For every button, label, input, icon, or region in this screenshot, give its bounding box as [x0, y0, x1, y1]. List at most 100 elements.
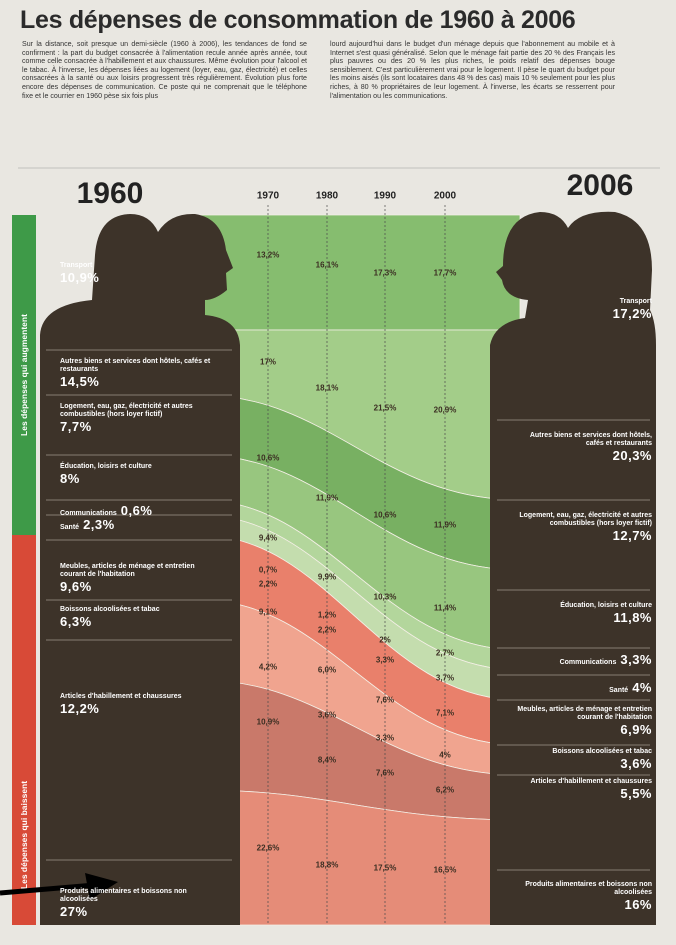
value-1980: 2,2% [317, 625, 337, 635]
category-label-2006: Articles d'habillement et chaussures 5,5% [512, 778, 653, 801]
label-text: Articles d'habillement et chaussures [530, 778, 653, 785]
arrow-head [85, 873, 118, 900]
value-2006: 11,8% [613, 610, 652, 625]
category-label-1960: Éducation, loisirs et culture 8% [60, 463, 220, 486]
value-2000: 4% [439, 750, 451, 760]
value-1980: 8,4% [317, 755, 337, 765]
value-1980: 1,2% [317, 610, 337, 620]
value-1960: 7,7% [60, 419, 92, 434]
value-2006: 3,6% [620, 756, 652, 771]
value-1970: 10,9% [256, 717, 280, 727]
category-label-1960: Communications 0,6% [60, 503, 220, 518]
value-2000: 20,9% [433, 405, 457, 415]
label-text: Produits alimentaires et boissons non al… [525, 881, 652, 896]
category-label-2006: Autres biens et services dont hôtels, ca… [512, 432, 652, 463]
label-text: Logement, eau, gaz, électricité et autre… [519, 512, 652, 527]
label-text: Communications [60, 510, 117, 517]
intro-column: Sur la distance, soit presque un demi-si… [22, 40, 307, 100]
label-text: Éducation, loisirs et culture [60, 463, 152, 470]
label-text: Articles d'habillement et chaussures [60, 693, 182, 700]
label-text: Boissons alcoolisées et tabac [60, 606, 160, 613]
label-text: Communications [559, 659, 617, 666]
label-text: Autres biens et services dont hôtels, ca… [529, 432, 652, 447]
category-label-2006: Produits alimentaires et boissons non al… [512, 881, 652, 912]
value-1990: 7,6% [375, 695, 395, 705]
value-2006: 17,2% [612, 306, 652, 321]
value-2000: 3,7% [435, 673, 455, 683]
value-1980: 11,9% [315, 493, 339, 503]
value-1970: 2,2% [258, 579, 278, 589]
category-label-1960: Meubles, articles de ménage et entretien… [60, 563, 220, 594]
label-text: Transport [619, 298, 652, 305]
value-1990: 17,5% [373, 863, 397, 873]
category-label-2006: Communications 3,3% [512, 652, 652, 667]
label-text: Transport [60, 262, 93, 269]
category-label-1960: Articles d'habillement et chaussures 12,2… [60, 693, 220, 716]
value-2006: 4% [632, 680, 652, 695]
value-1980: 16,1% [315, 260, 339, 270]
value-2006: 20,3% [612, 448, 652, 463]
value-2006: 12,7% [612, 528, 652, 543]
value-1980: 6,0% [317, 665, 337, 675]
label-text: Santé [609, 687, 629, 694]
value-1960: 27% [60, 904, 88, 919]
label-text: Produits alimentaires et boissons non al… [60, 888, 187, 903]
intro-column: lourd aujourd'hui dans le budget d'un mé… [330, 40, 615, 100]
category-label-2006: Transport 17,2% [590, 298, 652, 321]
year-label: 2000 [433, 190, 457, 202]
value-1960: 10,9% [60, 270, 100, 285]
value-1990: 7,6% [375, 768, 395, 778]
value-1970: 10,6% [256, 453, 280, 463]
value-1990: 2% [379, 635, 391, 645]
arrow-shaft [0, 882, 96, 896]
value-1960: 9,6% [60, 579, 92, 594]
value-1990: 10,3% [373, 592, 397, 602]
value-2006: 6,9% [620, 722, 652, 737]
year-label: 2006 [566, 169, 634, 202]
value-1990: 3,3% [375, 655, 395, 665]
title: Les dépenses de consommation de 1960 à 2… [20, 6, 576, 34]
flow-band [199, 214, 521, 331]
value-1960: 0,6% [120, 503, 153, 518]
year-label: 1960 [76, 177, 144, 210]
category-label-1960: Logement, eau, gaz, électricité et autre… [60, 403, 220, 434]
value-2000: 7,1% [435, 708, 455, 718]
value-2006: 3,3% [620, 652, 652, 667]
year-label: 1980 [315, 190, 339, 202]
side-label: Les dépenses qui augmentent [19, 314, 29, 436]
category-label-1960: Transport 10,9% [60, 262, 155, 285]
value-1980: 18,8% [315, 860, 339, 870]
silhouette-right [490, 211, 656, 926]
label-text: Meubles, articles de ménage et entretien… [517, 706, 652, 721]
category-label-1960: Autres biens et services dont hôtels, ca… [60, 358, 220, 389]
side-strip-down [12, 535, 36, 925]
category-label-2006: Santé 4% [512, 680, 652, 695]
value-1970: 9,4% [258, 533, 278, 543]
value-2000: 11,4% [433, 603, 457, 613]
value-1960: 12,2% [60, 701, 100, 716]
label-text: Autres biens et services dont hôtels, ca… [60, 358, 211, 373]
value-2000: 6,2% [435, 785, 455, 795]
silhouette-left [40, 213, 240, 925]
value-2000: 17,7% [433, 268, 457, 278]
value-2000: 2,7% [435, 648, 455, 658]
category-label-1960: Santé 2,3% [60, 517, 220, 532]
value-2000: 16,5% [433, 865, 457, 875]
value-1970: 17% [259, 357, 277, 367]
value-1980: 3,6% [317, 710, 337, 720]
value-2006: 16% [624, 897, 652, 912]
label-text: Boissons alcoolisées et tabac [552, 748, 652, 755]
value-1990: 21,5% [373, 403, 397, 413]
side-label: Les dépenses qui baissent [19, 781, 29, 889]
value-2006: 5,5% [620, 786, 652, 801]
value-1980: 18,1% [315, 383, 339, 393]
side-strip-up [12, 215, 36, 535]
year-label: 1990 [373, 190, 397, 202]
category-label-2006: Boissons alcoolisées et tabac 3,6% [512, 748, 652, 771]
value-1960: 8% [60, 471, 80, 486]
value-1970: 0,7% [258, 565, 278, 575]
category-label-2006: Logement, eau, gaz, électricité et autre… [512, 512, 652, 543]
year-label: 1970 [256, 190, 280, 202]
